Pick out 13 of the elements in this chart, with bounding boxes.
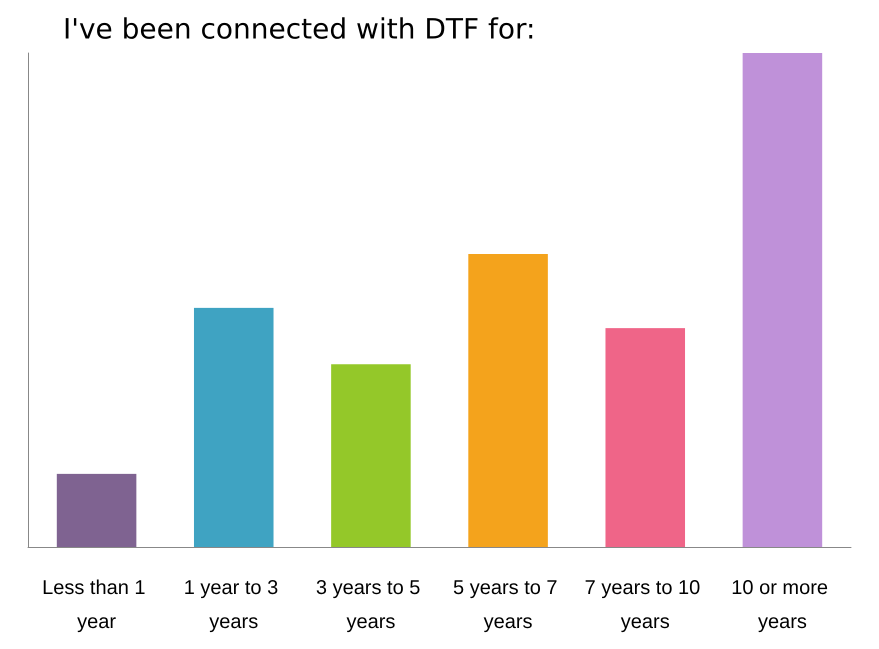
x-tick-label: 1 year to 3 years: [184, 577, 284, 633]
x-tick-label: 3 years to 5 years: [316, 577, 426, 633]
x-tick-label: 5 years to 7 years: [453, 577, 564, 633]
x-tick-label: Less than 1 year: [42, 577, 152, 633]
chart-title: I've been connected with DTF for:: [63, 12, 536, 46]
bar: [605, 328, 686, 547]
x-tick-label: 10 or more years: [731, 577, 834, 633]
bar: [331, 364, 411, 547]
bar: [468, 254, 548, 547]
bar: [742, 53, 822, 547]
bar: [56, 474, 136, 547]
x-tick-label: 7 years to 10 years: [584, 577, 706, 633]
bar: [194, 308, 274, 547]
